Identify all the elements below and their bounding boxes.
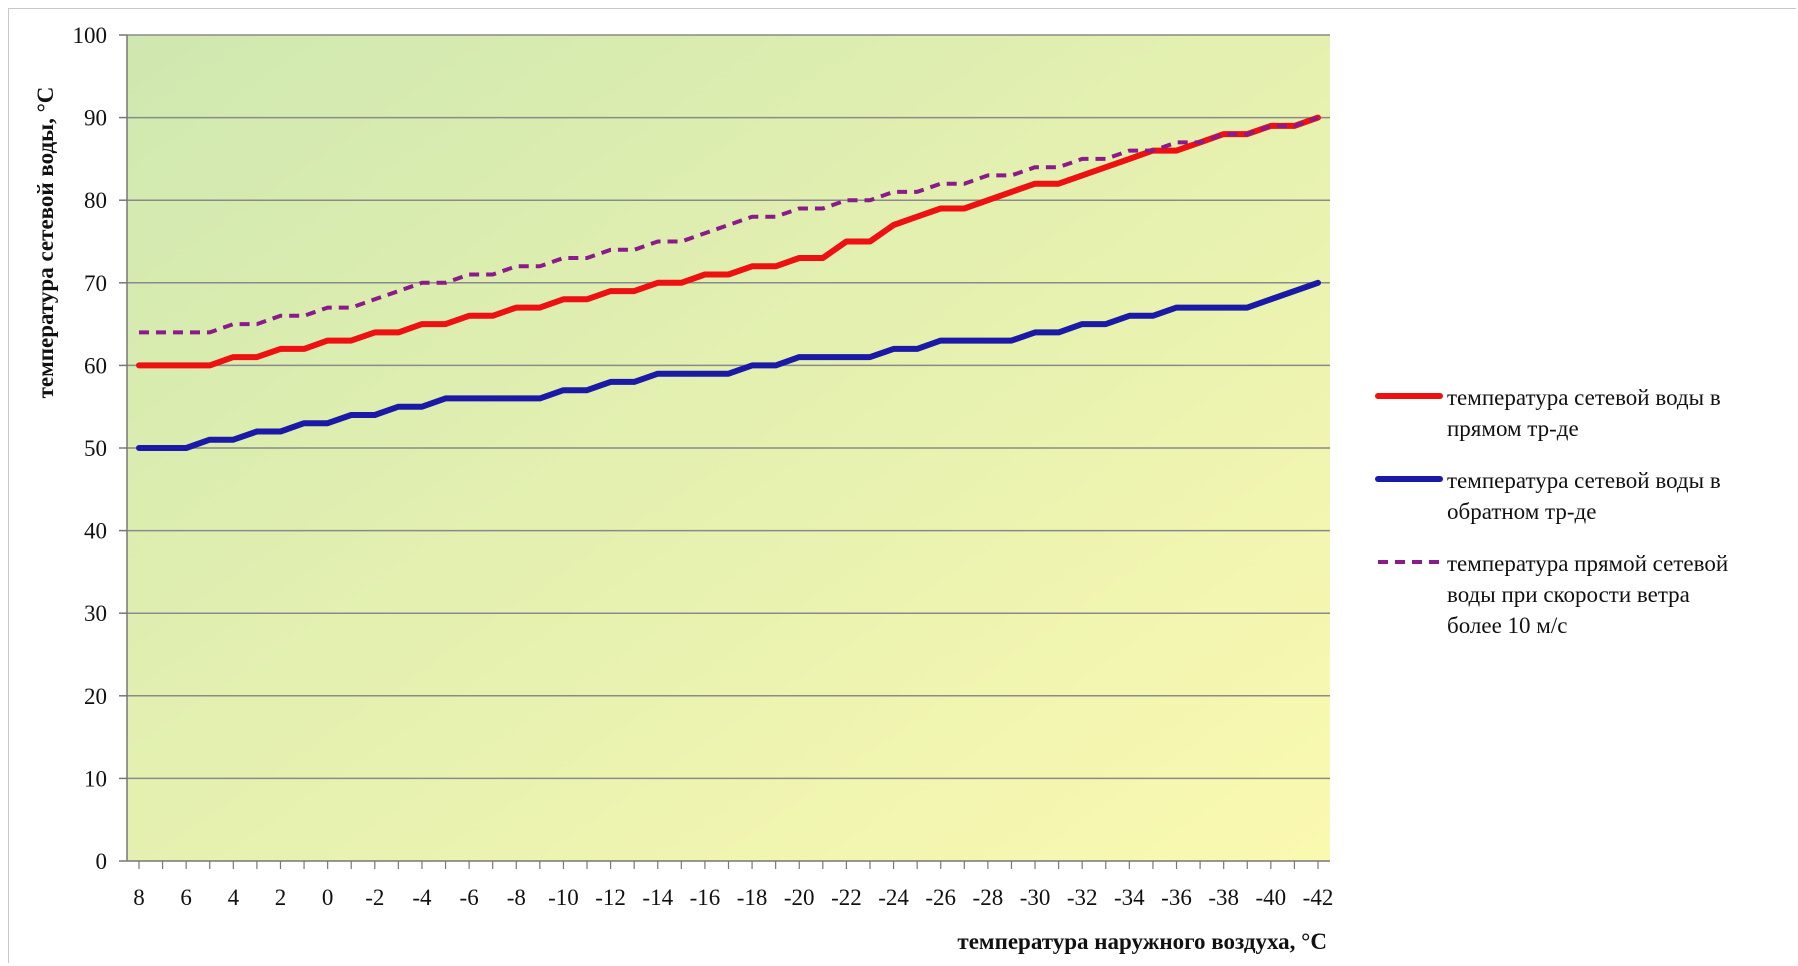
x-tick-label: -12 — [595, 885, 626, 910]
y-tick-label: 0 — [96, 849, 108, 874]
y-tick-labels: 0 10 20 30 40 50 60 70 80 90 100 — [73, 23, 108, 874]
y-tick-label: 30 — [84, 601, 107, 626]
legend-label: температура прямой сетевой — [1447, 551, 1728, 576]
series-line-2 — [136, 279, 1321, 451]
x-tick-label: 0 — [322, 885, 334, 910]
y-tick-label: 60 — [84, 353, 107, 378]
x-tick-label: 4 — [228, 885, 240, 910]
y-tick-label: 20 — [84, 684, 107, 709]
x-tick-label: -24 — [878, 885, 909, 910]
x-tick-label: 8 — [133, 885, 145, 910]
y-tick-label: 90 — [84, 106, 107, 131]
y-tick-label: 100 — [73, 23, 108, 48]
legend-label: воды при скорости ветра — [1447, 582, 1690, 607]
chart-frame — [8, 8, 1796, 963]
x-tick-label: -30 — [1020, 885, 1051, 910]
grid-lines — [119, 34, 1330, 862]
x-tick-label: -28 — [973, 885, 1004, 910]
x-tick-label: -8 — [507, 885, 526, 910]
y-tick-label: 50 — [84, 436, 107, 461]
y-tick-label: 70 — [84, 271, 107, 296]
y-tick-label: 80 — [84, 188, 107, 213]
x-tick-label: -2 — [365, 885, 384, 910]
y-axis-title: температура сетевой воды, °C — [33, 87, 58, 399]
series-line-3 — [139, 115, 1319, 335]
x-tick-label: -18 — [737, 885, 768, 910]
series-lines — [136, 114, 1321, 451]
series-line-1 — [136, 114, 1321, 369]
x-tick-label: -14 — [642, 885, 673, 910]
y-tick-label: 40 — [84, 519, 107, 544]
legend: температура сетевой воды в прямом тр-де те… — [1375, 385, 1728, 638]
x-tick-label: -34 — [1114, 885, 1145, 910]
x-tick-label: 6 — [180, 885, 192, 910]
x-tick-labels: 8 6 4 2 0 -2 -4 -6 -8 -10 -12 -14 -16 -18 -20 -22 -24 -26… — [133, 885, 1333, 910]
x-tick-label: -32 — [1067, 885, 1098, 910]
x-tick-label: -22 — [831, 885, 862, 910]
x-tick-label: -4 — [412, 885, 432, 910]
x-tick-label: -40 — [1256, 885, 1287, 910]
legend-label: обратном тр-де — [1447, 499, 1596, 524]
x-tick-label: -38 — [1208, 885, 1239, 910]
axes — [126, 35, 1330, 869]
legend-label: температура сетевой воды в — [1447, 468, 1721, 493]
x-axis-title: температура наружного воздуха, °C — [957, 929, 1327, 954]
x-tick-label: -6 — [460, 885, 479, 910]
x-tick-label: -42 — [1303, 885, 1334, 910]
legend-label: температура сетевой воды в — [1447, 385, 1721, 410]
x-tick-label: -16 — [690, 885, 721, 910]
x-tick-label: 2 — [275, 885, 287, 910]
x-tick-label: -26 — [925, 885, 956, 910]
y-tick-label: 10 — [84, 766, 107, 791]
x-tick-label: -36 — [1161, 885, 1192, 910]
x-tick-label: -20 — [784, 885, 815, 910]
legend-label: прямом тр-де — [1447, 416, 1579, 441]
x-tick-label: -10 — [548, 885, 579, 910]
legend-label: более 10 м/с — [1447, 613, 1567, 638]
